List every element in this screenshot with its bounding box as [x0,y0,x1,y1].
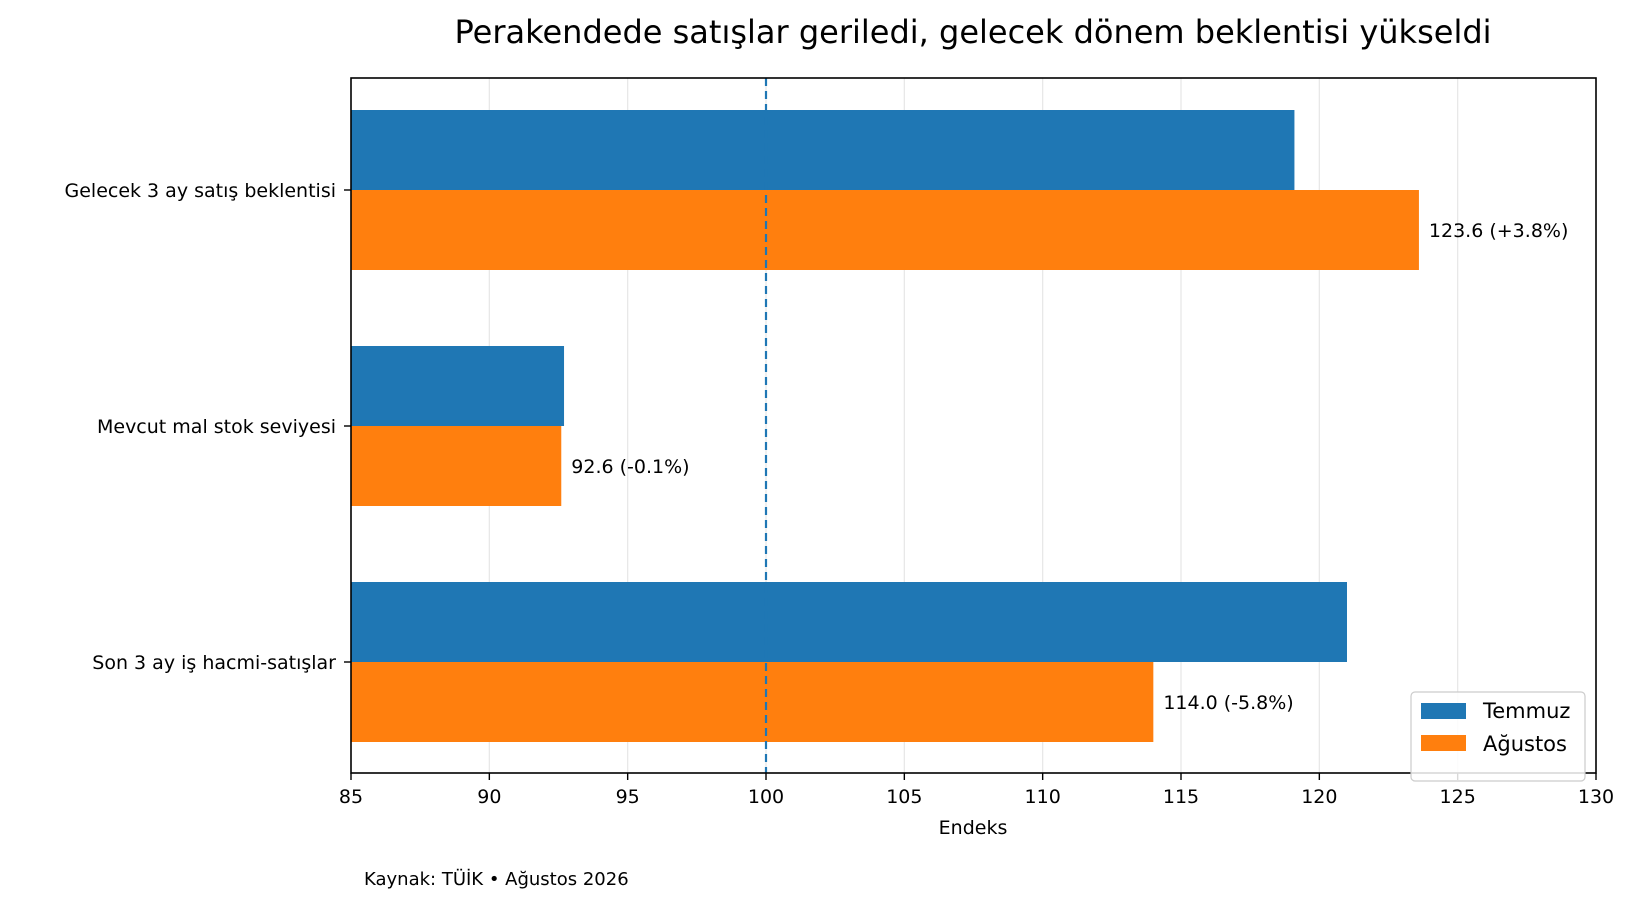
x-tick-label-115: 115 [1163,786,1199,808]
x-tick-label-125: 125 [1440,786,1476,808]
legend-label-agustos: Ağustos [1483,732,1567,756]
legend-swatch-temmuz [1421,703,1466,719]
data-labels: 123.6 (+3.8%) 92.6 (-0.1%) 114.0 (-5.8%) [571,220,1568,714]
y-tick-label-son-3-ay-is-hacmi-satislar: Son 3 ay iş hacmi-satışlar [92,652,336,674]
x-tick-label-95: 95 [616,786,640,808]
y-axis: Gelecek 3 ay satış beklentisi Mevcut mal … [65,180,351,674]
bar-agustos-gelecek-3-ay-satis-beklentisi [351,190,1419,270]
x-tick-label-110: 110 [1025,786,1061,808]
bar-temmuz-son-3-ay-is-hacmi-satislar [351,582,1347,662]
bar-temmuz-mevcut-mal-stok-seviyesi [351,346,565,426]
x-tick-label-130: 130 [1578,786,1614,808]
chart-title: Perakendede satışlar geriledi, gelecek d… [454,13,1491,51]
bars-layer [351,110,1419,742]
legend: Temmuz Ağustos [1410,691,1586,782]
bar-agustos-son-3-ay-is-hacmi-satislar [351,662,1154,742]
y-tick-label-gelecek-3-ay-satis-beklentisi: Gelecek 3 ay satış beklentisi [65,180,337,202]
x-tick-label-120: 120 [1301,786,1337,808]
legend-swatch-agustos [1421,735,1466,751]
x-axis-label: Endeks [939,817,1008,839]
x-tick-label-100: 100 [748,786,784,808]
data-label-gelecek-3-ay-satis-beklentisi: 123.6 (+3.8%) [1429,220,1568,242]
data-label-son-3-ay-is-hacmi-satislar: 114.0 (-5.8%) [1163,692,1293,714]
data-label-mevcut-mal-stok-seviyesi: 92.6 (-0.1%) [571,456,689,478]
bar-temmuz-gelecek-3-ay-satis-beklentisi [351,110,1295,190]
x-axis: 85 90 95 100 105 110 115 120 125 130 [339,773,1614,808]
source-note: Kaynak: TÜİK • Ağustos 2026 [364,868,629,890]
bar-agustos-mevcut-mal-stok-seviyesi [351,426,562,506]
x-tick-label-90: 90 [477,786,501,808]
x-tick-label-105: 105 [886,786,922,808]
y-tick-label-mevcut-mal-stok-seviyesi: Mevcut mal stok seviyesi [97,416,336,438]
x-tick-label-85: 85 [339,786,363,808]
legend-label-temmuz: Temmuz [1482,699,1570,723]
